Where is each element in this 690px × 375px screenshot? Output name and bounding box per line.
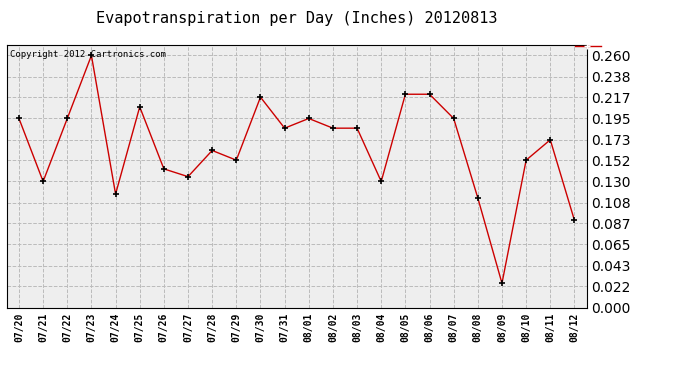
- Text: Evapotranspiration per Day (Inches) 20120813: Evapotranspiration per Day (Inches) 2012…: [96, 11, 497, 26]
- Text: ET  (Inches): ET (Inches): [607, 42, 671, 51]
- Text: Copyright 2012 Cartronics.com: Copyright 2012 Cartronics.com: [10, 50, 166, 59]
